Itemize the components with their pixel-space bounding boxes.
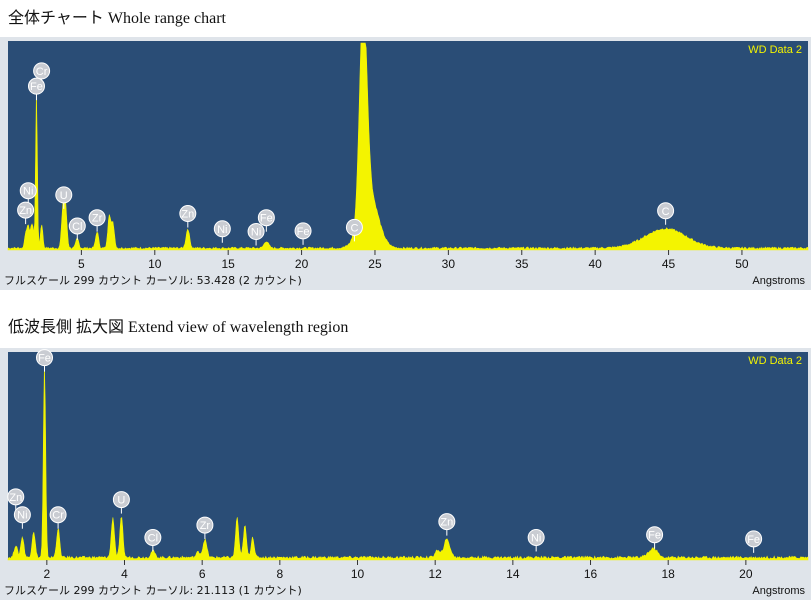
x-tick-label: 45 xyxy=(662,257,676,271)
element-label-text: U xyxy=(60,190,68,202)
whole-range-chart-svg: Cr Fe Ni Zn U Cl Zr Zn Ni Ni Fe Fe C C WD Data 2 5 10 15 2… xyxy=(0,37,811,290)
element-label-text: Fe xyxy=(747,534,760,546)
element-label-u: U xyxy=(55,186,73,209)
element-label-text: Cl xyxy=(148,532,158,544)
series-label: WD Data 2 xyxy=(748,355,802,367)
element-label-text: Ni xyxy=(531,532,541,544)
element-label-cl: Cl xyxy=(68,217,86,240)
x-tick-label: 14 xyxy=(506,567,520,581)
element-label-c: C xyxy=(657,202,675,225)
element-label-fe: Fe xyxy=(27,77,45,101)
x-tick-label: 25 xyxy=(368,257,382,271)
element-label-text: U xyxy=(117,495,125,507)
element-label-ni: Ni xyxy=(13,506,31,529)
element-label-text: Cr xyxy=(36,66,48,78)
element-label-text: Zn xyxy=(9,492,22,504)
x-tick-label: 5 xyxy=(78,257,85,271)
x-axis-label: Angstroms xyxy=(752,275,805,287)
element-label-text: Cr xyxy=(52,510,64,522)
top-chart-caption: 全体チャート Whole range chart xyxy=(8,10,226,27)
status-readout: フルスケール 299 カウント カーソル: 53.428 (2 カウント) xyxy=(4,274,302,287)
element-label-fe: Fe xyxy=(294,222,312,245)
element-label-text: Fe xyxy=(297,226,310,238)
x-tick-label: 16 xyxy=(584,567,598,581)
x-axis-label: Angstroms xyxy=(752,585,805,597)
x-tick-label: 8 xyxy=(277,567,284,581)
element-label-text: Ni xyxy=(251,227,261,239)
element-label-text: Ni xyxy=(217,224,227,236)
x-tick-label: 10 xyxy=(148,257,162,271)
element-label-ni: Ni xyxy=(527,528,545,552)
element-label-fe: Fe xyxy=(257,209,275,232)
x-tick-label: 30 xyxy=(442,257,456,271)
element-label-zr: Zr xyxy=(196,516,214,540)
element-label-text: Cl xyxy=(72,221,82,233)
x-tick-label: 35 xyxy=(515,257,529,271)
x-tick-label: 20 xyxy=(295,257,309,271)
plot-area xyxy=(8,41,808,250)
x-tick-label: 18 xyxy=(662,567,676,581)
extended-view-chart-svg: Fe Zn Ni Cr U Cl Zr Zn Ni Fe Fe WD Data 2 2 4 6 8 10 12 14… xyxy=(0,348,811,600)
extended-view-chart: Fe Zn Ni Cr U Cl Zr Zn Ni Fe Fe WD Data 2 2 4 6 8 10 12 14… xyxy=(0,348,811,600)
x-tick-label: 4 xyxy=(121,567,128,581)
x-tick-label: 2 xyxy=(43,567,50,581)
x-tick-label: 40 xyxy=(588,257,602,271)
element-label-zn: Zn xyxy=(17,201,35,225)
x-tick-label: 15 xyxy=(222,257,236,271)
element-label-text: Zn xyxy=(181,209,194,221)
element-label-ni: Ni xyxy=(213,220,231,243)
x-tick-label: 20 xyxy=(739,567,753,581)
bottom-chart-caption: 低波長側 拡大図 Extend view of wavelength regio… xyxy=(8,319,349,336)
element-label-cl: Cl xyxy=(144,528,162,552)
element-label-fe: Fe xyxy=(36,349,54,372)
element-label-text: Zr xyxy=(200,520,211,532)
element-label-c: C xyxy=(345,218,363,242)
element-label-text: Ni xyxy=(23,186,33,198)
status-readout: フルスケール 299 カウント カーソル: 21.113 (1 カウント) xyxy=(4,584,302,597)
whole-range-chart: Cr Fe Ni Zn U Cl Zr Zn Ni Ni Fe Fe C C WD Data 2 5 10 15 2… xyxy=(0,37,811,290)
element-label-zr: Zr xyxy=(88,209,106,232)
element-label-text: Zn xyxy=(19,205,32,217)
element-label-text: Fe xyxy=(648,530,661,542)
element-label-ni: Ni xyxy=(247,223,265,246)
x-tick-label: 50 xyxy=(735,257,749,271)
element-label-text: Fe xyxy=(38,353,51,365)
element-label-text: Zn xyxy=(440,517,453,529)
series-label: WD Data 2 xyxy=(748,44,802,56)
element-label-zn: Zn xyxy=(7,488,25,511)
element-label-text: Fe xyxy=(260,213,273,225)
element-label-text: Ni xyxy=(17,510,27,522)
element-label-zn: Zn xyxy=(438,513,456,536)
element-label-text: C xyxy=(662,206,670,218)
plot-area xyxy=(8,352,808,560)
element-label-text: C xyxy=(350,222,358,234)
spectrum-series xyxy=(7,42,809,251)
x-tick-label: 6 xyxy=(199,567,206,581)
x-tick-label: 12 xyxy=(429,567,443,581)
element-label-u: U xyxy=(112,491,130,514)
element-label-zn: Zn xyxy=(179,205,197,228)
element-label-text: Zr xyxy=(92,213,103,225)
x-tick-label: 10 xyxy=(351,567,365,581)
element-label-fe: Fe xyxy=(646,526,664,549)
element-label-cr: Cr xyxy=(49,506,67,529)
spectrum-series xyxy=(7,364,809,561)
element-label-fe: Fe xyxy=(745,530,763,553)
element-label-text: Fe xyxy=(30,81,43,93)
